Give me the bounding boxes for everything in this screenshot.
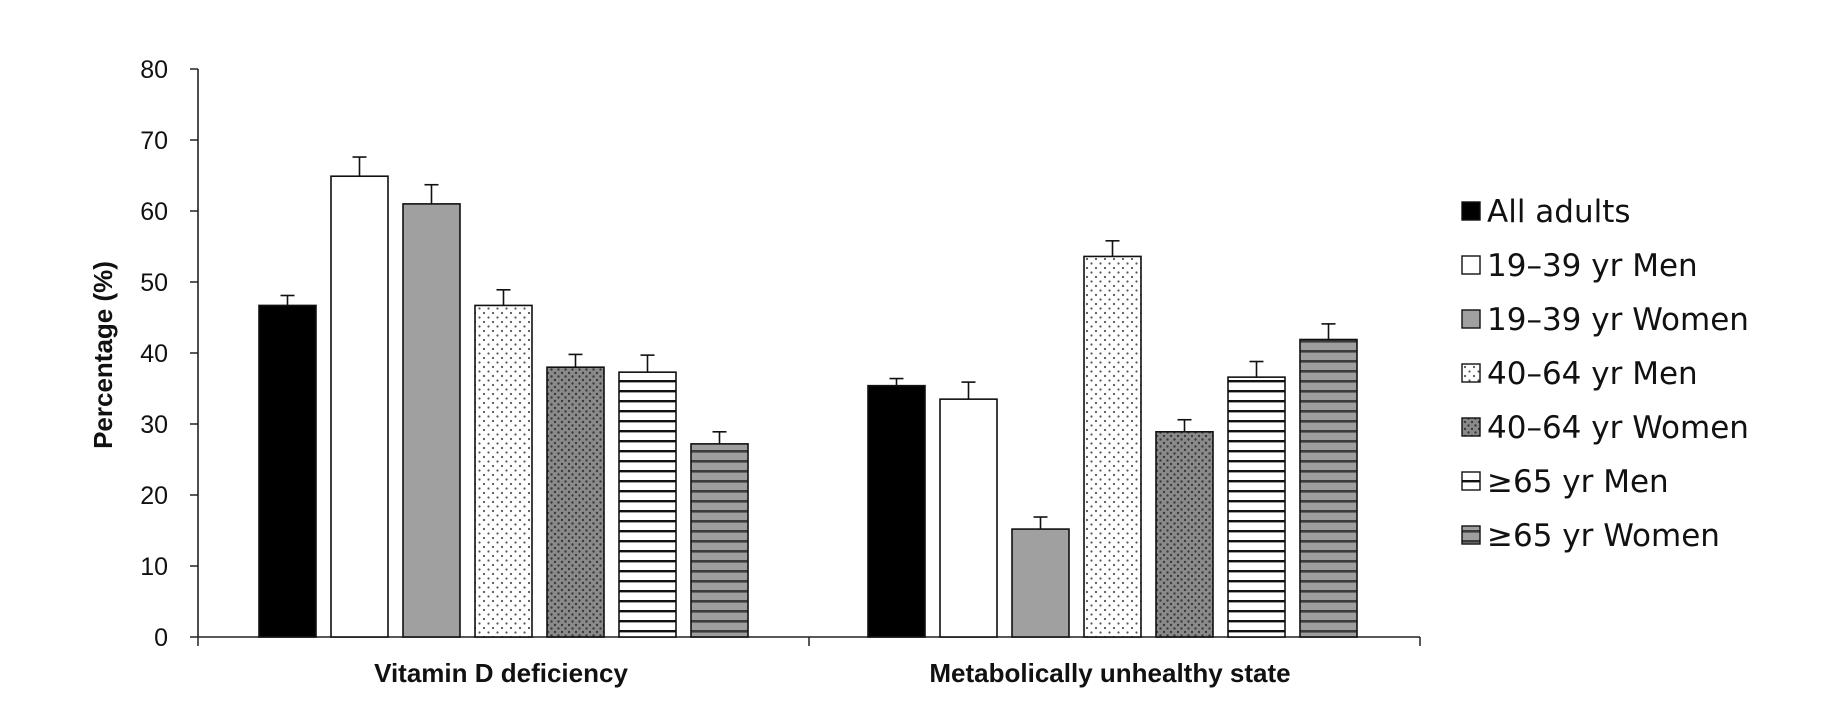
legend-label: 40–64 yr Women <box>1487 410 1749 446</box>
y-tick-label: 70 <box>140 127 168 155</box>
bar <box>867 384 926 638</box>
bar <box>618 371 677 638</box>
legend-swatch <box>1461 363 1481 383</box>
error-bars <box>280 156 1336 530</box>
legend-label: ≥65 yr Women <box>1487 518 1720 554</box>
legend-swatch <box>1461 525 1481 545</box>
y-axis: 0 10 20 30 40 50 60 70 80 <box>140 56 199 652</box>
category-label-metabolically-unhealthy-state: Metabolically unhealthy state <box>929 658 1290 688</box>
bar <box>258 304 317 638</box>
y-tick-label: 20 <box>140 482 168 510</box>
legend-label: ≥65 yr Men <box>1487 464 1669 500</box>
y-tick-label: 60 <box>140 198 168 226</box>
y-axis-title: Percentage (%) <box>88 261 118 449</box>
legend-swatch <box>1461 201 1481 221</box>
legend: All adults 19–39 yr Men 19–39 yr Women 40–6… <box>1461 194 1749 554</box>
bar <box>1227 376 1286 638</box>
legend-label: All adults <box>1487 194 1631 230</box>
bar <box>1299 338 1358 638</box>
y-tick-label: 50 <box>140 269 168 297</box>
bar <box>402 203 461 638</box>
legend-label: 19–39 yr Men <box>1487 248 1698 284</box>
legend-label: 19–39 yr Women <box>1487 302 1749 338</box>
category-label-vitamin-d-deficiency: Vitamin D deficiency <box>374 658 628 688</box>
y-tick-label: 10 <box>140 553 168 581</box>
bar <box>1083 255 1142 638</box>
bar <box>1155 431 1214 638</box>
y-tick-label: 0 <box>154 624 168 652</box>
legend-swatch <box>1461 255 1481 275</box>
legend-label: 40–64 yr Men <box>1487 356 1698 392</box>
legend-swatch <box>1461 309 1481 329</box>
bar <box>474 304 533 638</box>
bar <box>939 398 998 638</box>
x-axis <box>197 636 1421 646</box>
y-tick-label: 80 <box>140 56 168 84</box>
bar <box>546 366 605 638</box>
bars <box>258 175 1358 638</box>
legend-swatch <box>1461 417 1481 437</box>
bar <box>330 175 389 638</box>
bar <box>1011 528 1070 638</box>
bar <box>690 443 749 638</box>
y-tick-label: 30 <box>140 411 168 439</box>
legend-swatch <box>1461 471 1481 491</box>
y-tick-label: 40 <box>140 340 168 368</box>
